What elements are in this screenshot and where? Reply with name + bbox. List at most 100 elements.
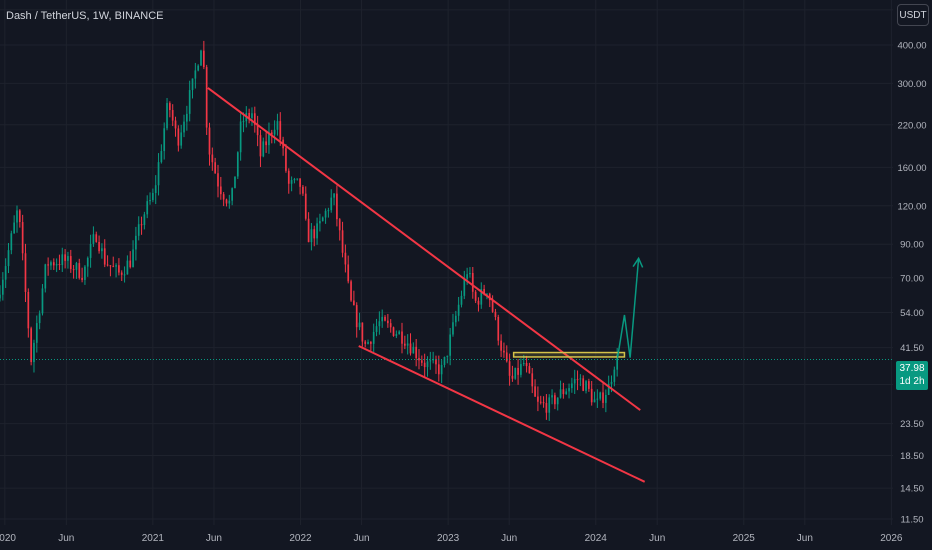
candle[interactable] [324,208,327,224]
candle[interactable] [67,251,69,269]
candle[interactable] [358,312,361,331]
candle[interactable] [287,168,290,194]
candle[interactable] [571,377,573,393]
candle[interactable] [500,334,502,358]
candle[interactable] [344,244,347,273]
candle[interactable] [10,230,13,255]
candle[interactable] [497,314,500,346]
candle[interactable] [545,394,548,420]
candle[interactable] [296,178,299,181]
candle[interactable] [554,392,556,410]
candle[interactable] [341,221,344,258]
candle[interactable] [35,315,38,353]
candle[interactable] [488,292,491,308]
candle[interactable] [568,383,570,399]
candle[interactable] [378,311,381,335]
candle[interactable] [256,115,259,147]
candle[interactable] [72,264,75,279]
candle[interactable] [452,313,454,337]
candle[interactable] [494,308,497,321]
candle[interactable] [112,256,115,268]
candle[interactable] [248,108,250,124]
candle[interactable] [477,297,480,312]
candle[interactable] [514,367,517,380]
candle[interactable] [327,207,330,218]
candle[interactable] [282,136,284,156]
candle[interactable] [205,64,208,135]
resistance-zone[interactable] [512,351,626,358]
candle[interactable] [398,330,401,335]
candle[interactable] [454,310,457,327]
candle[interactable] [89,234,92,268]
candle[interactable] [126,255,129,275]
candle[interactable] [38,310,41,330]
candle[interactable] [61,247,64,272]
candle[interactable] [33,339,35,373]
candle[interactable] [304,186,307,221]
candle[interactable] [183,114,185,138]
candle[interactable] [52,258,55,270]
candle[interactable] [214,157,217,174]
candle[interactable] [194,62,197,89]
candle[interactable] [590,381,593,406]
candle[interactable] [228,194,231,209]
candle[interactable] [129,251,132,269]
candle[interactable] [531,367,534,394]
candle[interactable] [123,266,126,283]
candle[interactable] [457,296,460,322]
candle[interactable] [75,261,78,279]
candle[interactable] [211,147,214,171]
candle[interactable] [7,243,10,274]
candlesticks[interactable] [0,40,619,421]
candle[interactable] [355,302,358,338]
candle[interactable] [384,315,386,322]
candle[interactable] [174,116,177,137]
candle[interactable] [222,191,225,207]
candle[interactable] [279,112,282,146]
candle[interactable] [118,258,120,276]
candle[interactable] [525,355,528,373]
candle[interactable] [412,342,415,354]
candle[interactable] [415,338,418,367]
candle[interactable] [64,249,66,269]
candle[interactable] [81,267,83,283]
candle[interactable] [579,374,582,387]
candle[interactable] [432,351,435,364]
candle[interactable] [471,266,474,299]
candle[interactable] [588,378,590,392]
drawings[interactable] [0,87,893,483]
candle[interactable] [392,326,395,337]
time-axis[interactable]: 2020 Jun 2021 Jun 2022 Jun 2023 Jun 2024 Jun 2025 J… [0,525,932,550]
projection-path[interactable] [616,258,640,358]
candle[interactable] [69,249,72,273]
candle[interactable] [505,345,508,363]
candle[interactable] [537,386,539,412]
candle[interactable] [188,80,191,122]
candle[interactable] [429,351,432,370]
candle[interactable] [253,106,256,133]
candle[interactable] [539,395,542,405]
candle[interactable] [520,358,522,378]
candle[interactable] [55,258,58,273]
candle[interactable] [285,144,287,173]
candle[interactable] [491,295,494,313]
candle[interactable] [542,396,545,408]
candle[interactable] [143,211,146,230]
candle[interactable] [556,397,559,411]
candle[interactable] [171,104,174,127]
candle[interactable] [1,272,4,301]
candle[interactable] [24,243,27,303]
candle[interactable] [160,144,163,164]
candle[interactable] [95,231,98,243]
candle[interactable] [599,391,602,401]
lower-trendline[interactable] [358,345,646,483]
candle[interactable] [21,214,24,261]
candle[interactable] [440,360,443,384]
candle[interactable] [370,340,372,351]
candle[interactable] [251,107,253,126]
candle[interactable] [336,185,338,227]
candle[interactable] [166,98,168,131]
candle[interactable] [330,189,333,213]
candle[interactable] [273,120,276,144]
